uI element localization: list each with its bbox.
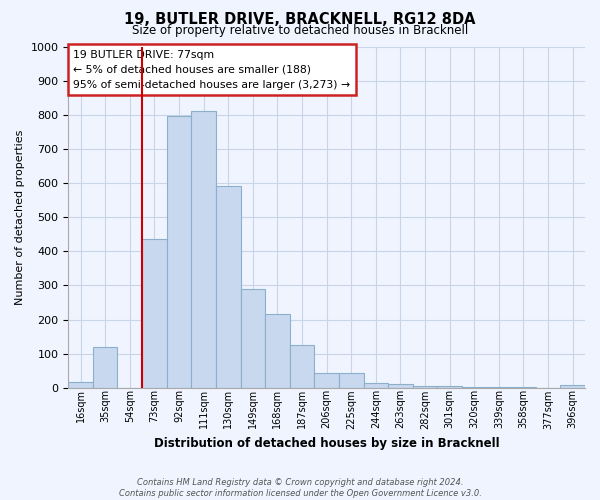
Bar — [339, 374, 364, 388]
Bar — [142, 240, 167, 388]
Bar — [191, 112, 216, 388]
Bar — [216, 186, 241, 388]
Bar — [265, 314, 290, 388]
Bar — [364, 382, 388, 388]
Text: 19, BUTLER DRIVE, BRACKNELL, RG12 8DA: 19, BUTLER DRIVE, BRACKNELL, RG12 8DA — [124, 12, 476, 28]
Text: Size of property relative to detached houses in Bracknell: Size of property relative to detached ho… — [132, 24, 468, 37]
Bar — [93, 347, 118, 388]
Bar — [437, 386, 462, 388]
Text: 19 BUTLER DRIVE: 77sqm
← 5% of detached houses are smaller (188)
95% of semi-det: 19 BUTLER DRIVE: 77sqm ← 5% of detached … — [73, 50, 350, 90]
Bar — [241, 289, 265, 388]
X-axis label: Distribution of detached houses by size in Bracknell: Distribution of detached houses by size … — [154, 437, 499, 450]
Bar — [560, 385, 585, 388]
Bar — [413, 386, 437, 388]
Bar — [462, 387, 487, 388]
Text: Contains HM Land Registry data © Crown copyright and database right 2024.
Contai: Contains HM Land Registry data © Crown c… — [119, 478, 481, 498]
Bar — [290, 345, 314, 388]
Bar — [388, 384, 413, 388]
Bar — [167, 116, 191, 388]
Bar — [68, 382, 93, 388]
Y-axis label: Number of detached properties: Number of detached properties — [15, 130, 25, 305]
Bar — [314, 374, 339, 388]
